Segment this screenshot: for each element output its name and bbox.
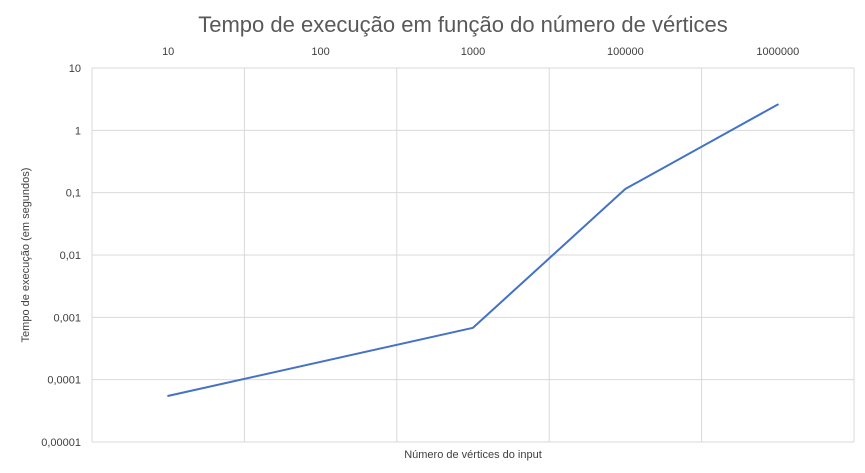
x-axis-ticks: 10 100 1000 100000 1000000 [162, 46, 799, 58]
y-tick-label: 0,001 [53, 312, 81, 324]
y-axis-title: Tempo de execução (em segundos) [20, 168, 32, 343]
x-tick-label: 10 [162, 46, 174, 58]
x-axis-title: Número de vértices do input [404, 449, 542, 461]
x-tick-label: 100000 [607, 46, 644, 58]
y-tick-label: 0,1 [66, 188, 81, 200]
x-tick-label: 100 [311, 46, 329, 58]
plot-area [168, 105, 778, 396]
y-tick-label: 0,00001 [41, 437, 81, 449]
series-line [168, 105, 778, 396]
chart-title: Tempo de execução em função do número de… [198, 12, 728, 37]
x-tick-label: 1000000 [756, 46, 799, 58]
grid [92, 68, 854, 442]
y-tick-label: 0,0001 [47, 375, 81, 387]
x-tick-label: 1000 [461, 46, 485, 58]
y-tick-label: 10 [69, 63, 81, 75]
y-axis-ticks: 0,00001 0,0001 0,001 0,01 0,1 1 10 [41, 63, 81, 449]
y-tick-label: 1 [75, 125, 81, 137]
y-tick-label: 0,01 [60, 250, 81, 262]
